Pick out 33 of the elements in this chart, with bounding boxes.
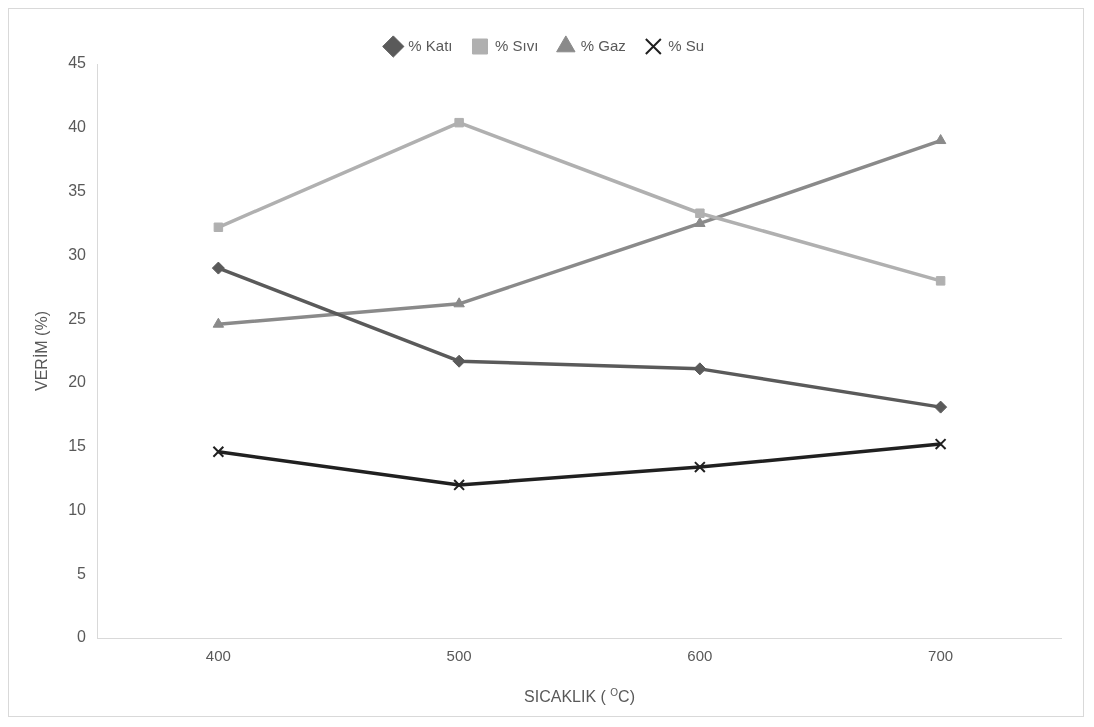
y-tick-label: 15 (68, 437, 87, 455)
point (934, 438, 947, 451)
x-tick-label: 700 (928, 647, 954, 665)
point (453, 478, 466, 491)
point (695, 208, 705, 218)
point (211, 261, 225, 275)
x-tick-label: 500 (446, 647, 472, 665)
x-tick-label: 600 (687, 647, 713, 665)
point (934, 400, 948, 414)
y-axis-title: VERİM (%) (32, 311, 51, 391)
legend-label: % Sıvı (494, 36, 539, 54)
y-tick-label: 5 (77, 564, 87, 582)
y-tick-label: 10 (68, 500, 87, 518)
point (693, 461, 706, 474)
point (453, 297, 465, 308)
legend-label: % Katı (408, 36, 453, 54)
point (935, 276, 946, 286)
y-tick-label: 20 (68, 373, 87, 391)
y-tick-label: 35 (68, 181, 87, 199)
x-tick-label: 400 (205, 647, 231, 665)
point (693, 362, 707, 376)
y-tick-label: 40 (68, 118, 87, 136)
point (213, 222, 224, 233)
y-tick-label: 0 (77, 628, 87, 646)
y-tick-label: 30 (68, 245, 87, 263)
y-tick-label: 25 (68, 309, 87, 327)
point (454, 117, 464, 128)
y-tick-label: 45 (68, 54, 87, 72)
legend-label: % Gaz (580, 36, 626, 54)
point (212, 317, 225, 328)
legend-label: % Su (668, 36, 705, 54)
point (452, 354, 466, 368)
point (212, 445, 225, 458)
